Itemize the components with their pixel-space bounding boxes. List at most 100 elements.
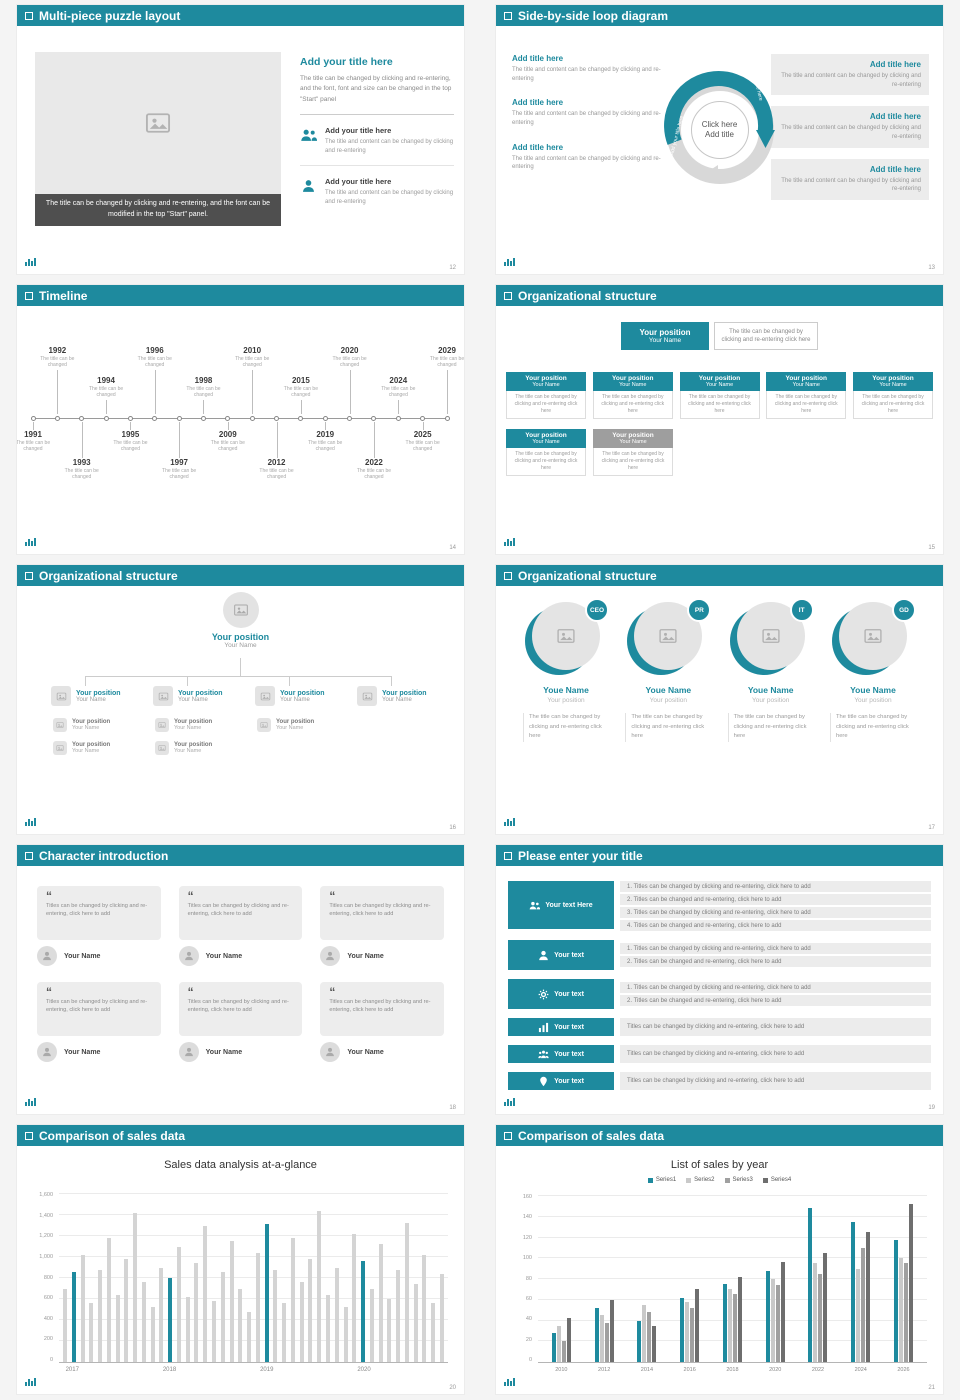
bar <box>255 1252 260 1362</box>
loop-right-item[interactable]: Add title here The title and content can … <box>771 54 929 96</box>
loop-right-item[interactable]: Add title here The title and content can … <box>771 158 929 201</box>
slide-16-organizational-structure[interactable]: Organizational structure Your position Yo… <box>16 564 465 835</box>
org-name: Your Name <box>76 696 106 703</box>
org-branch[interactable]: Your position Your Name Your position Your … <box>153 686 249 755</box>
character-card[interactable]: “Titles can be changed by clicking and r… <box>178 886 303 966</box>
slide-15-organizational-structure[interactable]: Organizational structure Your position Yo… <box>495 284 944 555</box>
org-branch[interactable]: Your position Your Name Your position Your … <box>51 686 147 755</box>
profile-card[interactable]: PR Youe Name Your position The title can be… <box>620 598 716 742</box>
x-tick-label: 2016 <box>683 1367 696 1373</box>
list-item[interactable]: Add your title here The title and conten… <box>300 177 454 216</box>
y-tick-label: 20 <box>525 1336 532 1343</box>
slide-header-icon <box>504 11 512 20</box>
timeline-note: The title can be changed <box>162 468 197 481</box>
slide-21-comparison-of-sales-data[interactable]: Comparison of sales data List of sales b… <box>495 1124 944 1395</box>
timeline-entry[interactable]: 2010 The title can be changed <box>229 346 275 369</box>
timeline-entry[interactable]: 1992 The title can be changed <box>34 346 80 369</box>
timeline-entry[interactable]: 1997 The title can be changed <box>156 458 202 481</box>
org-box[interactable]: Your position Your Name The title can be c… <box>593 429 673 476</box>
timeline-entry[interactable]: 2024 The title can be changed <box>375 376 421 399</box>
bar <box>89 1303 94 1362</box>
loop-center-button[interactable]: Click here Add title <box>690 101 749 159</box>
text-button[interactable]: Your text <box>508 979 614 1009</box>
slide-13-side-by-side-loop-diagram[interactable]: Side-by-side loop diagram Add title here… <box>495 4 944 275</box>
timeline-node <box>395 415 401 421</box>
org-box[interactable]: Your position Your Name The title can be c… <box>506 372 586 419</box>
slide-12-multi-piece-puzzle-layout[interactable]: Multi-piece puzzle layout The title can … <box>16 4 465 275</box>
gridline <box>538 1195 927 1196</box>
org-box[interactable]: Your position Your Name The title can be c… <box>679 372 760 419</box>
timeline-note: The title can be changed <box>88 386 124 399</box>
org-subitem[interactable]: Your position Your Name <box>257 718 351 732</box>
timeline-entry[interactable]: 1993 The title can be changed <box>59 458 105 481</box>
timeline-year: 1992 <box>48 346 67 355</box>
slide-18-character-introduction[interactable]: Character introduction “Titles can be ch… <box>16 844 465 1115</box>
list-item[interactable]: Add your title here The title and conten… <box>300 126 454 167</box>
card-name: Your Name <box>205 1048 243 1056</box>
org-box[interactable]: Your position Your Name The title can be c… <box>853 372 933 419</box>
slide-19-please-enter-your-title[interactable]: Please enter your title Your text Here 1.… <box>495 844 944 1115</box>
slide-14-timeline[interactable]: Timeline 1991 The title can be changed 199… <box>16 284 465 555</box>
timeline-entry[interactable]: 2029 The title can be changed <box>424 346 464 369</box>
timeline-entry[interactable]: 1994 The title can be changed <box>83 376 129 399</box>
loop-left-item[interactable]: Add title here The title and content can … <box>512 54 670 83</box>
org-box[interactable]: Your position Your Name The title can be c… <box>592 372 673 419</box>
person-icon <box>538 950 549 961</box>
chart-plot: 2017 2018 2019 2020 <box>59 1193 448 1373</box>
profile-card[interactable]: GD Youe Name Your position The title can be… <box>825 598 921 742</box>
org-subitem[interactable]: Your position Your Name <box>53 741 147 755</box>
character-card[interactable]: “Titles can be changed by clicking and r… <box>178 982 303 1062</box>
text-button[interactable]: Your text <box>508 940 614 970</box>
org-box[interactable]: Your position Your Name The title can be c… <box>506 429 586 476</box>
timeline-entry[interactable]: 1991 The title can be changed <box>17 430 56 453</box>
profile-card[interactable]: CEO Youe Name Your position The title can b… <box>518 598 614 742</box>
text-button[interactable]: Your text <box>508 1072 614 1090</box>
y-tick-label: 160 <box>522 1194 532 1200</box>
org-top-box[interactable]: Your position Your Name <box>621 322 709 350</box>
org-box[interactable]: Your position Your Name The title can be c… <box>766 372 847 419</box>
loop-item-text: The title and content can be changed by … <box>512 67 661 82</box>
slide-17-organizational-structure[interactable]: Organizational structure CEO Youe Name You… <box>495 564 944 835</box>
slide-20-comparison-of-sales-data[interactable]: Comparison of sales data Sales data anal… <box>16 1124 465 1395</box>
button-label: Your text <box>554 990 584 998</box>
timeline-entry[interactable]: 2020 The title can be changed <box>327 346 373 369</box>
loop-left-item[interactable]: Add title here The title and content can … <box>512 98 670 127</box>
slide-title: Organizational structure <box>518 288 657 303</box>
bar <box>770 1279 775 1362</box>
org-subitem[interactable]: Your position Your Name <box>53 718 147 732</box>
loop-left-item[interactable]: Add title here The title and content can … <box>512 143 670 172</box>
timeline-entry[interactable]: 2015 The title can be changed <box>278 376 324 399</box>
y-tick-label: 60 <box>525 1295 532 1302</box>
timeline-entry[interactable]: 2019 The title can be changed <box>302 430 348 453</box>
org-row: Your position Your Name The title can be c… <box>496 372 943 419</box>
image-placeholder[interactable] <box>35 52 281 194</box>
loop-right-item[interactable]: Add title here The title and content can … <box>771 106 929 148</box>
org-position: Your position <box>178 689 223 697</box>
timeline-entry[interactable]: 1995 The title can be changed <box>107 430 153 453</box>
bar <box>818 1273 823 1362</box>
timeline-node <box>274 415 280 421</box>
text-button[interactable]: Your text <box>508 1018 614 1036</box>
bar <box>325 1294 330 1362</box>
timeline-entry[interactable]: 1998 The title can be changed <box>180 376 226 399</box>
org-subitem[interactable]: Your position Your Name <box>155 718 249 732</box>
timeline-entry[interactable]: 2012 The title can be changed <box>254 458 300 481</box>
org-subitem[interactable]: Your position Your Name <box>155 741 249 755</box>
timeline-entry[interactable]: 1996 The title can be changed <box>132 346 178 369</box>
character-card[interactable]: “Titles can be changed by clicking and r… <box>37 982 161 1062</box>
org-branch[interactable]: Your position Your Name Your position Your … <box>255 686 351 732</box>
bar <box>369 1288 374 1362</box>
text-button[interactable]: Your text Here <box>508 881 614 929</box>
character-card[interactable]: “Titles can be changed by clicking and r… <box>37 886 161 966</box>
org-name: Your Name <box>72 725 100 731</box>
timeline-entry[interactable]: 2022 The title can be changed <box>351 458 397 481</box>
profile-card[interactable]: IT Youe Name Your position The title can be… <box>723 598 819 742</box>
text-button[interactable]: Your text <box>508 1045 614 1063</box>
timeline-entry[interactable]: 2009 The title can be changed <box>205 430 251 453</box>
character-card[interactable]: “Titles can be changed by clicking and r… <box>320 886 444 966</box>
timeline-entry[interactable]: 2025 The title can be changed <box>400 430 446 453</box>
character-card[interactable]: “Titles can be changed by clicking and r… <box>320 982 444 1062</box>
image-icon <box>144 109 172 137</box>
org-root[interactable]: Your position Your Name <box>176 592 306 649</box>
org-branch[interactable]: Your position Your Name <box>357 686 453 718</box>
